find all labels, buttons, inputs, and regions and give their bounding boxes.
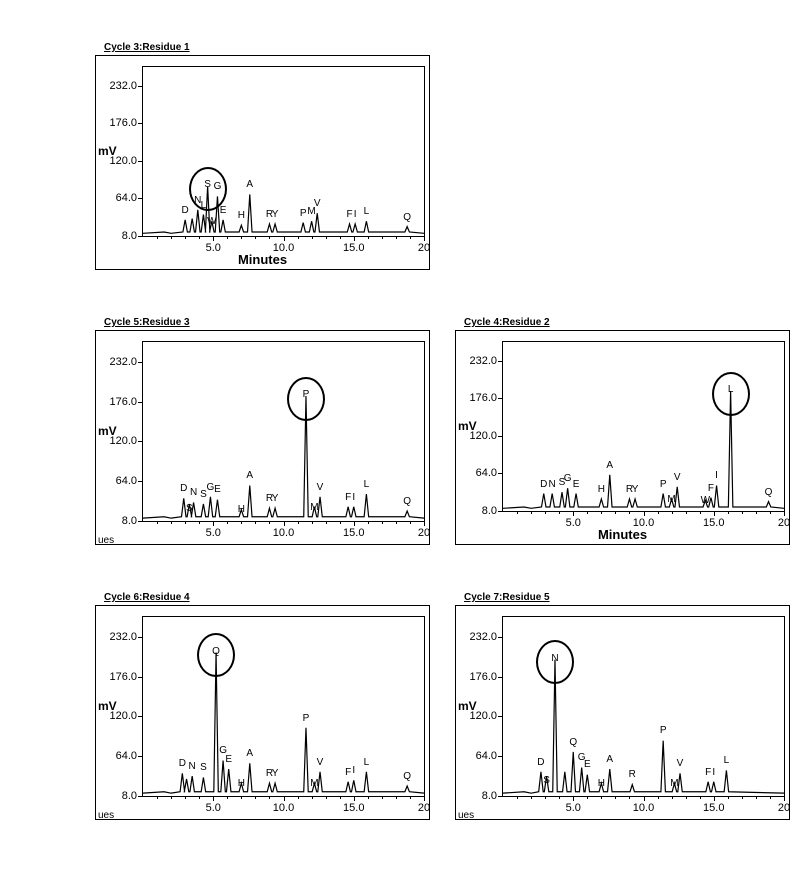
xtick-label: 20 bbox=[418, 527, 430, 539]
ytick-label: 8.0 bbox=[122, 230, 137, 242]
xtick-label: 15.0 bbox=[343, 527, 364, 539]
panel-5: Cycle 7:Residue 58.064.0120.0176.0232.05… bbox=[455, 605, 790, 820]
xtick-label: 5.0 bbox=[566, 802, 581, 814]
y-axis-label: mV bbox=[458, 699, 477, 713]
panel-title: Cycle 7:Residue 5 bbox=[464, 592, 550, 603]
panel-title: Cycle 3:Residue 1 bbox=[104, 42, 190, 53]
footer-fragment: ues bbox=[98, 535, 114, 546]
xtick-label: 10.0 bbox=[633, 802, 654, 814]
xtick-label: 10.0 bbox=[273, 527, 294, 539]
chromatogram-trace bbox=[143, 617, 424, 796]
xtick-label: 15.0 bbox=[343, 242, 364, 254]
ytick-label: 176.0 bbox=[469, 671, 497, 683]
plot-area: 8.064.0120.0176.0232.05.010.015.020DSNSG… bbox=[142, 341, 425, 522]
page: Cycle 3:Residue 1 8.064.0120.0176.0232.05… bbox=[0, 0, 800, 884]
panel-title: Cycle 6:Residue 4 bbox=[104, 592, 190, 603]
ytick-label: 8.0 bbox=[482, 790, 497, 802]
panel-title: Cycle 4:Residue 2 bbox=[464, 317, 550, 328]
plot-area: 8.064.0120.0176.0232.05.010.015.020DSNQG… bbox=[502, 616, 785, 797]
panel-3: Cycle 4:Residue 28.064.0120.0176.0232.05… bbox=[455, 330, 790, 545]
footer-fragment: ues bbox=[458, 810, 474, 821]
ytick-label: 8.0 bbox=[122, 515, 137, 527]
ytick-label: 232.0 bbox=[469, 631, 497, 643]
y-axis-label: mV bbox=[98, 424, 117, 438]
xtick-label: 20 bbox=[778, 517, 790, 529]
xtick-label: 20 bbox=[418, 242, 430, 254]
x-axis-label: Minutes bbox=[598, 527, 647, 542]
plot-area: 8.064.0120.0176.0232.05.010.015.020DNSQG… bbox=[142, 616, 425, 797]
xtick-label: 5.0 bbox=[566, 517, 581, 529]
xtick-label: 15.0 bbox=[703, 517, 724, 529]
ytick-label: 64.0 bbox=[116, 750, 137, 762]
y-axis-label: mV bbox=[98, 144, 117, 158]
xtick-label: 5.0 bbox=[206, 527, 221, 539]
ytick-label: 176.0 bbox=[469, 392, 497, 404]
panel-1: Cycle 3:Residue 18.064.0120.0176.0232.05… bbox=[95, 55, 430, 270]
ytick-label: 64.0 bbox=[116, 475, 137, 487]
xtick-label: 20 bbox=[778, 802, 790, 814]
y-axis-label: mV bbox=[458, 419, 477, 433]
panel-4: Cycle 6:Residue 48.064.0120.0176.0232.05… bbox=[95, 605, 430, 820]
ytick-label: 64.0 bbox=[476, 750, 497, 762]
ytick-label: 232.0 bbox=[109, 631, 137, 643]
ytick-label: 176.0 bbox=[109, 117, 137, 129]
ytick-label: 64.0 bbox=[116, 192, 137, 204]
ytick-label: 232.0 bbox=[109, 356, 137, 368]
panel-2: Cycle 5:Residue 38.064.0120.0176.0232.05… bbox=[95, 330, 430, 545]
plot-area: 8.064.0120.0176.0232.05.010.015.020DNLSW… bbox=[142, 66, 425, 237]
ytick-label: 232.0 bbox=[469, 355, 497, 367]
footer-fragment: ues bbox=[98, 810, 114, 821]
x-axis-label: Minutes bbox=[238, 252, 287, 267]
y-axis-label: mV bbox=[98, 699, 117, 713]
plot-area: 8.064.0120.0176.0232.05.010.015.020DNSGE… bbox=[502, 341, 785, 512]
ytick-label: 232.0 bbox=[109, 80, 137, 92]
xtick-label: 10.0 bbox=[273, 802, 294, 814]
chromatogram-trace bbox=[503, 617, 784, 796]
xtick-label: 15.0 bbox=[703, 802, 724, 814]
ytick-label: 8.0 bbox=[482, 505, 497, 517]
ytick-label: 8.0 bbox=[122, 790, 137, 802]
ytick-label: 176.0 bbox=[109, 671, 137, 683]
xtick-label: 20 bbox=[418, 802, 430, 814]
chromatogram-trace bbox=[143, 342, 424, 521]
ytick-label: 64.0 bbox=[476, 467, 497, 479]
xtick-label: 15.0 bbox=[343, 802, 364, 814]
chromatogram-trace bbox=[143, 67, 424, 236]
chromatogram-trace bbox=[503, 342, 784, 511]
ytick-label: 176.0 bbox=[109, 396, 137, 408]
panel-title: Cycle 5:Residue 3 bbox=[104, 317, 190, 328]
xtick-label: 5.0 bbox=[206, 242, 221, 254]
xtick-label: 5.0 bbox=[206, 802, 221, 814]
